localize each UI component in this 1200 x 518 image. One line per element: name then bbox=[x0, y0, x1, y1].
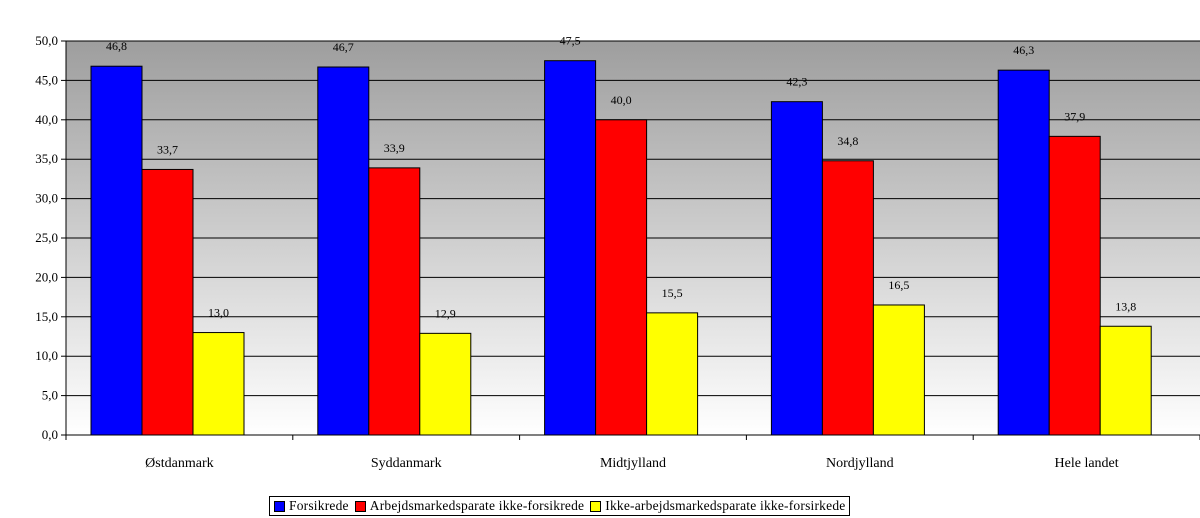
labels: 0,0 5,0 10,0 15,0 20,0 25,0 30,0 35,0 40,0 45,0 50… bbox=[35, 33, 1136, 471]
category-label: Midtjylland bbox=[600, 456, 666, 471]
y-tick-label: 10,0 bbox=[35, 348, 58, 363]
data-label: 37,9 bbox=[1064, 109, 1085, 123]
bar bbox=[595, 119, 648, 436]
legend-swatch-red bbox=[354, 500, 366, 512]
y-tick-label: 20,0 bbox=[35, 269, 58, 284]
data-label: 13,8 bbox=[1115, 299, 1136, 313]
category-label: Nordjylland bbox=[826, 456, 894, 471]
data-label: 16,5 bbox=[888, 278, 909, 292]
legend-swatch-yellow bbox=[590, 500, 602, 512]
legend: Forsikrede Arbejdsmarkedsparate ikke-for… bbox=[269, 496, 851, 516]
bar bbox=[419, 332, 472, 436]
bar bbox=[1048, 135, 1101, 436]
y-tick-label: 30,0 bbox=[35, 191, 58, 206]
data-label: 33,9 bbox=[384, 141, 405, 155]
legend-item-forsikrede: Forsikrede bbox=[274, 498, 349, 514]
legend-item-arbejdsmarkedsparate: Arbejdsmarkedsparate ikke-forsikrede bbox=[354, 498, 585, 514]
category-label: Østdanmark bbox=[145, 456, 213, 471]
data-label: 13,0 bbox=[208, 306, 229, 320]
data-label: 40,0 bbox=[611, 93, 632, 107]
bar bbox=[141, 168, 194, 436]
category-label: Hele landet bbox=[1055, 456, 1119, 471]
bar bbox=[770, 101, 823, 436]
bar bbox=[544, 60, 597, 436]
data-label: 46,8 bbox=[106, 39, 127, 53]
axes bbox=[61, 40, 1200, 440]
data-label: 34,8 bbox=[837, 134, 858, 148]
y-tick-label: 50,0 bbox=[35, 33, 58, 48]
legend-label: Ikke-arbejdsmarkedsparate ikke-forsirked… bbox=[605, 498, 846, 513]
bar bbox=[1099, 325, 1152, 436]
bar bbox=[646, 312, 699, 436]
y-tick-label: 45,0 bbox=[35, 72, 58, 87]
bar bbox=[821, 160, 874, 436]
y-tick-label: 35,0 bbox=[35, 151, 58, 166]
category-label: Syddanmark bbox=[371, 456, 442, 471]
bar bbox=[192, 332, 245, 436]
legend-label: Forsikrede bbox=[289, 498, 349, 513]
data-label: 47,5 bbox=[560, 34, 581, 48]
data-label: 12,9 bbox=[435, 306, 456, 320]
legend-label: Arbejdsmarkedsparate ikke-forsikrede bbox=[369, 498, 585, 513]
data-label: 15,5 bbox=[662, 286, 683, 300]
legend-item-ikke-arbejdsmarkedsparate: Ikke-arbejdsmarkedsparate ikke-forsirked… bbox=[590, 498, 845, 514]
data-label: 46,7 bbox=[333, 40, 354, 54]
data-label: 33,7 bbox=[157, 142, 178, 156]
legend-swatch-blue bbox=[274, 500, 285, 512]
bar bbox=[872, 304, 925, 436]
bar bbox=[317, 66, 370, 436]
bars bbox=[90, 60, 1152, 436]
y-tick-label: 25,0 bbox=[35, 230, 58, 245]
y-tick-label: 0,0 bbox=[42, 427, 58, 442]
bar bbox=[368, 167, 421, 436]
bar bbox=[90, 65, 143, 436]
y-tick-label: 40,0 bbox=[35, 112, 58, 127]
data-label: 42,3 bbox=[786, 75, 807, 89]
y-tick-label: 5,0 bbox=[42, 388, 58, 403]
y-tick-label: 15,0 bbox=[35, 309, 58, 324]
data-label: 46,3 bbox=[1013, 43, 1034, 57]
bar bbox=[997, 69, 1050, 436]
